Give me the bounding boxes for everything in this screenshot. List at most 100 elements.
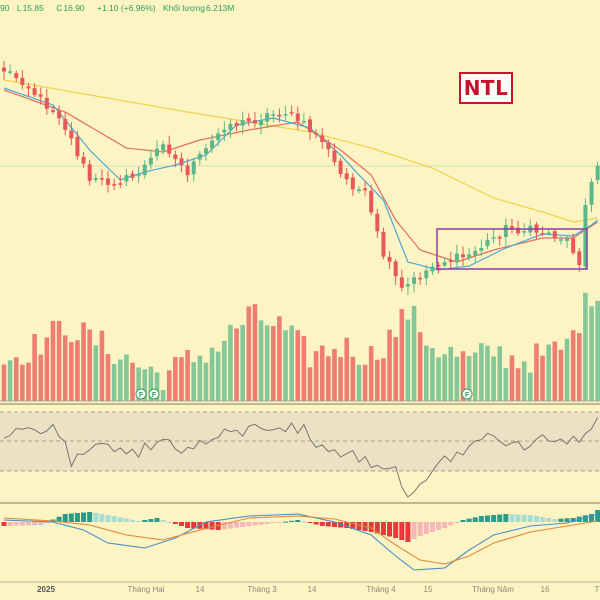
macd-histogram-bar [399, 522, 405, 540]
candle-body [424, 270, 429, 279]
macd-histogram-bar [313, 522, 319, 525]
macd-histogram-bar [374, 522, 380, 534]
volume-bar [130, 362, 135, 401]
volume-bar [319, 345, 325, 401]
volume-bar [246, 306, 252, 401]
volume-bar [350, 356, 356, 401]
macd-histogram-bar [13, 522, 19, 526]
volume-bar [411, 305, 417, 401]
signal-line [3, 515, 598, 565]
volume-bar [111, 363, 117, 401]
macd-histogram-bar [325, 522, 331, 527]
macd-histogram-bar [472, 517, 478, 522]
volume-bar [479, 343, 484, 401]
macd-histogram-bar [289, 520, 295, 522]
volume-bar [105, 354, 111, 401]
x-axis-label: 15 [423, 585, 433, 594]
candle-body [442, 262, 447, 266]
open-value: 90 [0, 3, 10, 13]
volume-bar [399, 309, 405, 401]
x-axis-label: 14 [307, 585, 317, 594]
volume-bar [472, 352, 478, 401]
macd-histogram-bar [454, 522, 460, 523]
ma-fast-line [3, 87, 598, 271]
candle-body [57, 111, 62, 119]
candle-body [14, 73, 19, 78]
volume-bar [87, 329, 92, 401]
candle-body [558, 239, 563, 241]
ohlc-header: 90 L15.85 C16.90 +1.10 (+6.96%) Khối lượ… [0, 3, 244, 13]
candle-body [344, 173, 349, 180]
candle-body [259, 120, 264, 126]
macd-histogram-bar [417, 522, 423, 536]
volume-bar [117, 359, 123, 401]
candle-body [546, 232, 551, 234]
macd-histogram-bar [264, 522, 270, 524]
volume-bar [332, 348, 337, 401]
macd-histogram-bar [405, 522, 411, 542]
volume-bar [56, 320, 62, 401]
low-value: 15.85 [22, 3, 44, 13]
x-axis-label: 14 [195, 585, 205, 594]
candle-body [393, 261, 398, 277]
event-marker [135, 388, 147, 400]
candle-body [44, 97, 49, 109]
candle-body [338, 160, 343, 175]
macd-histogram-bar [1, 522, 7, 526]
volume-bar [277, 316, 282, 401]
volume-bar [20, 364, 25, 401]
volume-bar [38, 354, 44, 401]
volume-bar [423, 345, 429, 401]
candle-body [301, 120, 306, 123]
volume-bar [448, 346, 454, 401]
macd-histogram-bar [436, 522, 442, 530]
candle-body [246, 118, 251, 122]
candle-body [595, 165, 600, 180]
macd-histogram-bar [93, 513, 99, 522]
volume-bar [209, 347, 215, 401]
volume-bar [99, 330, 105, 401]
candle-body [565, 237, 570, 242]
macd-histogram-bar [105, 515, 111, 522]
macd-histogram-bar [350, 522, 356, 529]
volume-bar [430, 348, 435, 401]
x-axis-label: Tháng 4 [366, 585, 396, 594]
macd-histogram-bar [44, 522, 50, 523]
candle-body [387, 257, 392, 262]
volume-bar [81, 322, 86, 401]
ma-slow-line [3, 79, 598, 223]
candle-body [124, 175, 129, 182]
macd-histogram-bar [301, 521, 307, 523]
candle-body [106, 178, 111, 185]
macd-histogram-bar [423, 522, 429, 534]
volume-bar [576, 333, 582, 401]
macd-histogram-bar [276, 522, 282, 523]
volume-bar [93, 345, 99, 401]
macd-histogram-bar [160, 520, 166, 522]
change-value: +1.10 (+6.96%) [97, 3, 156, 13]
candle-body [571, 238, 576, 253]
candle-body [326, 142, 331, 150]
candle-body [454, 253, 459, 263]
volume-bar [69, 342, 74, 401]
candle-body [540, 233, 545, 235]
ticker-badge: NTL [459, 72, 513, 104]
macd-histogram-bar [74, 513, 80, 522]
rsi-band [0, 412, 600, 471]
volume-bar [564, 338, 570, 401]
candle-body [283, 114, 288, 116]
candle-body [50, 110, 55, 113]
volume-bar [503, 368, 509, 401]
volume-bar [570, 330, 576, 401]
candle-body [81, 156, 86, 164]
ma-mid-line [3, 89, 598, 263]
candle-body [142, 164, 147, 176]
candle-body [8, 71, 13, 73]
volume-bar [44, 337, 50, 401]
macd-histogram-bar [19, 522, 25, 526]
candle-body [112, 184, 117, 186]
candle-body [320, 135, 325, 142]
macd-histogram-bar [411, 522, 417, 539]
